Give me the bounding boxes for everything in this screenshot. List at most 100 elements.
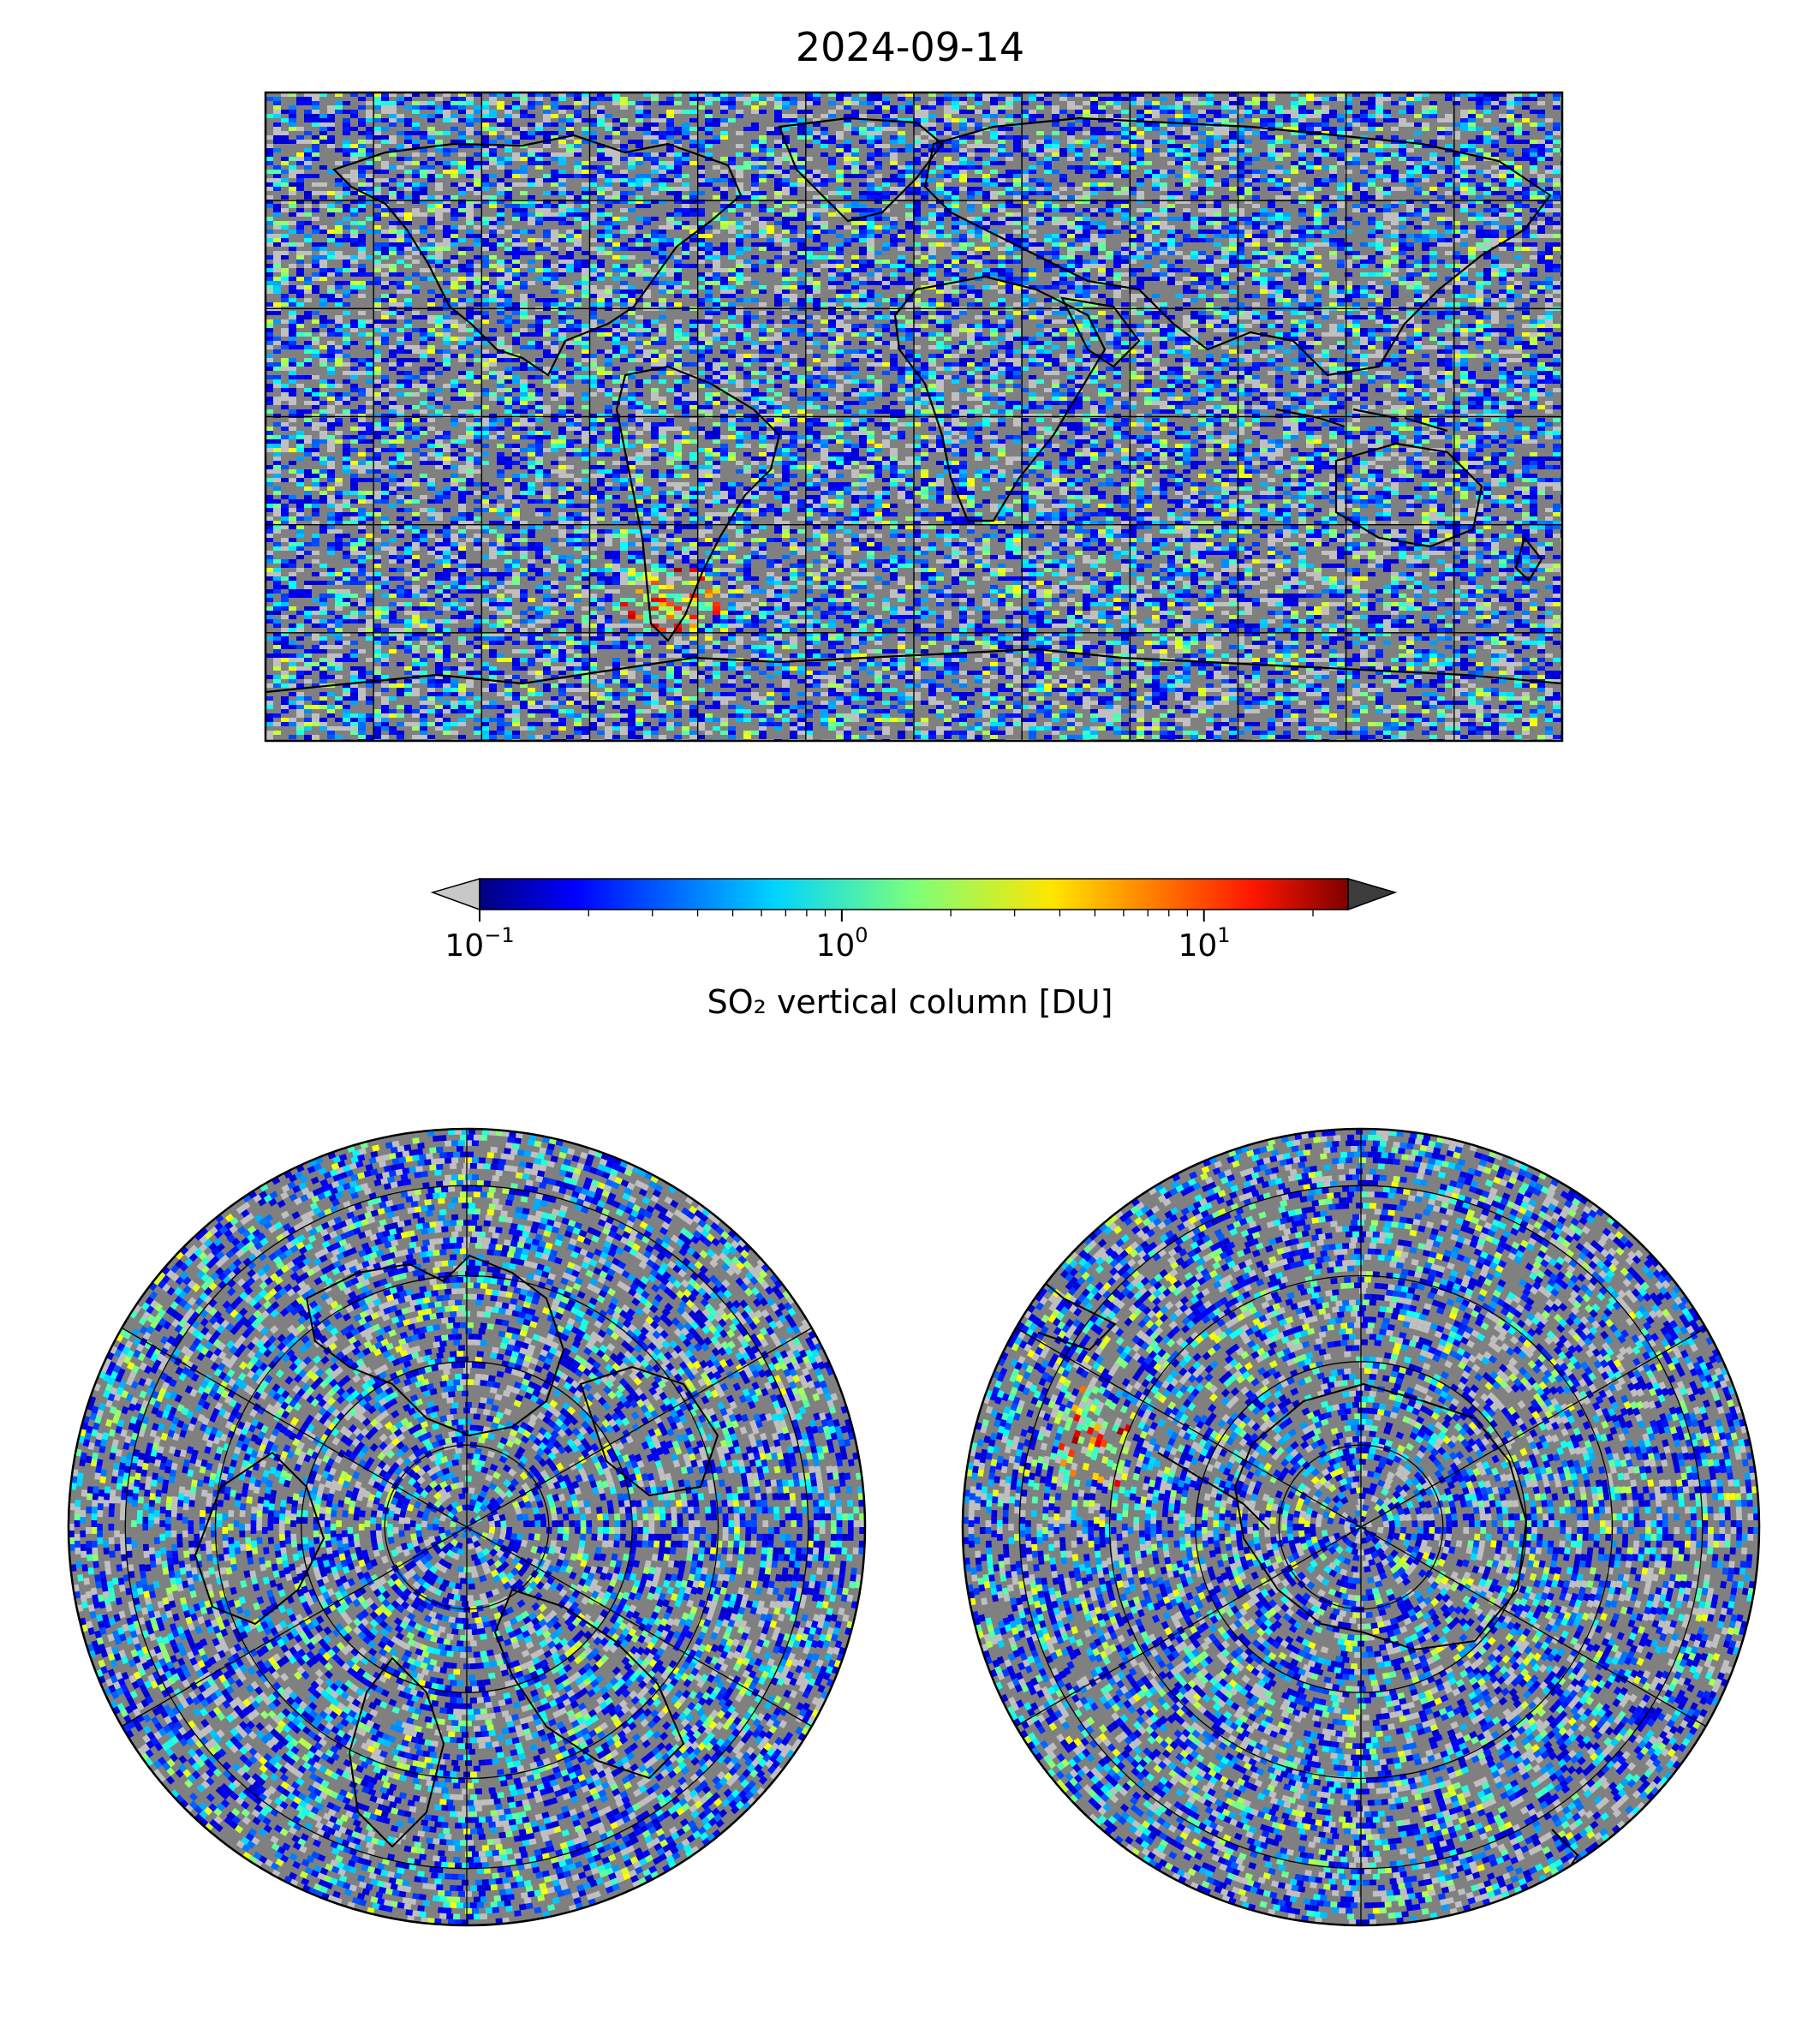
so2-pixel — [1167, 118, 1175, 122]
so2-pixel — [751, 144, 759, 148]
so2-pixel — [389, 152, 397, 157]
so2-pixel — [1083, 294, 1090, 298]
so2-pixel — [289, 204, 296, 208]
so2-pixel — [813, 298, 820, 302]
so2-pixel — [281, 135, 289, 140]
so2-pixel — [1337, 148, 1345, 152]
so2-pixel — [466, 298, 474, 302]
so2-pixel — [643, 238, 651, 242]
so2-pixel — [474, 217, 481, 221]
so2-pixel — [1453, 170, 1460, 174]
so2-pixel — [1121, 251, 1129, 255]
so2-pixel — [952, 277, 959, 281]
so2-pixel — [1499, 191, 1507, 195]
so2-pixel — [574, 238, 582, 242]
so2-pixel — [1306, 242, 1314, 247]
so2-pixel — [466, 187, 474, 191]
so2-pixel — [358, 234, 366, 238]
so2-pixel — [558, 208, 566, 212]
so2-pixel — [266, 144, 273, 148]
so2-pixel — [1368, 182, 1375, 187]
so2-pixel — [1152, 221, 1160, 225]
so2-pixel — [651, 140, 659, 144]
so2-pixel — [1537, 260, 1545, 264]
so2-pixel — [1275, 208, 1283, 212]
so2-pixel — [1322, 212, 1329, 217]
so2-pixel — [566, 148, 574, 152]
so2-pixel — [1260, 251, 1268, 255]
so2-pixel — [1229, 114, 1237, 118]
so2-pixel — [605, 230, 612, 234]
so2-pixel — [381, 118, 389, 122]
so2-pixel — [1306, 251, 1314, 255]
so2-pixel — [605, 289, 612, 294]
so2-pixel — [836, 144, 844, 148]
so2-pixel — [1507, 225, 1514, 230]
so2-pixel — [1530, 247, 1537, 251]
so2-pixel — [1137, 182, 1144, 187]
so2-pixel — [874, 152, 882, 157]
so2-pixel — [512, 92, 520, 97]
so2-pixel — [643, 182, 651, 187]
global-map[interactable] — [264, 91, 1564, 743]
so2-pixel — [1229, 122, 1237, 127]
so2-pixel — [1337, 92, 1345, 97]
so2-pixel — [736, 242, 743, 247]
so2-pixel — [751, 127, 759, 131]
so2-pixel — [1137, 161, 1144, 165]
so2-pixel — [1275, 234, 1283, 238]
so2-pixel — [636, 200, 643, 204]
so2-pixel — [882, 217, 890, 221]
so2-pixel — [1275, 242, 1283, 247]
so2-pixel — [1044, 285, 1052, 289]
so2-pixel — [543, 191, 551, 195]
so2-pixel — [1483, 187, 1491, 191]
so2-pixel — [944, 122, 952, 127]
so2-pixel — [566, 221, 574, 225]
so2-pixel — [944, 97, 952, 101]
so2-pixel — [959, 110, 967, 114]
so2-pixel — [605, 127, 612, 131]
so2-pixel — [1375, 272, 1383, 277]
so2-pixel — [397, 118, 404, 122]
so2-pixel — [281, 110, 289, 114]
so2-pixel — [1036, 92, 1044, 97]
so2-pixel — [481, 114, 489, 118]
so2-pixel — [1553, 242, 1560, 247]
so2-pixel — [404, 131, 412, 135]
so2-pixel — [435, 114, 443, 118]
so2-pixel — [1399, 242, 1406, 247]
so2-pixel — [720, 122, 728, 127]
so2-pixel — [813, 247, 820, 251]
so2-pixel — [451, 302, 458, 307]
so2-pixel — [1406, 208, 1414, 212]
so2-pixel — [1183, 285, 1190, 289]
so2-pixel — [366, 281, 373, 285]
so2-pixel — [682, 187, 689, 191]
so2-pixel — [1537, 114, 1545, 118]
so2-pixel — [1298, 101, 1306, 105]
so2-pixel — [1229, 298, 1237, 302]
so2-pixel — [1399, 152, 1406, 157]
so2-pixel — [928, 200, 936, 204]
so2-pixel — [828, 302, 836, 307]
so2-pixel — [1553, 92, 1560, 97]
so2-pixel — [1268, 285, 1275, 289]
so2-pixel — [466, 110, 474, 114]
so2-pixel — [697, 247, 705, 251]
so2-pixel — [528, 161, 535, 165]
so2-pixel — [636, 144, 643, 148]
so2-pixel — [952, 110, 959, 114]
so2-pixel — [296, 174, 304, 178]
so2-pixel — [535, 212, 543, 217]
so2-pixel — [512, 238, 520, 242]
so2-pixel — [659, 285, 666, 289]
so2-pixel — [921, 302, 928, 307]
so2-pixel — [844, 92, 851, 97]
so2-pixel — [790, 230, 797, 234]
so2-pixel — [659, 182, 666, 187]
so2-pixel — [890, 127, 898, 131]
so2-pixel — [597, 92, 605, 97]
so2-pixel — [1345, 217, 1352, 221]
so2-pixel — [273, 178, 281, 182]
